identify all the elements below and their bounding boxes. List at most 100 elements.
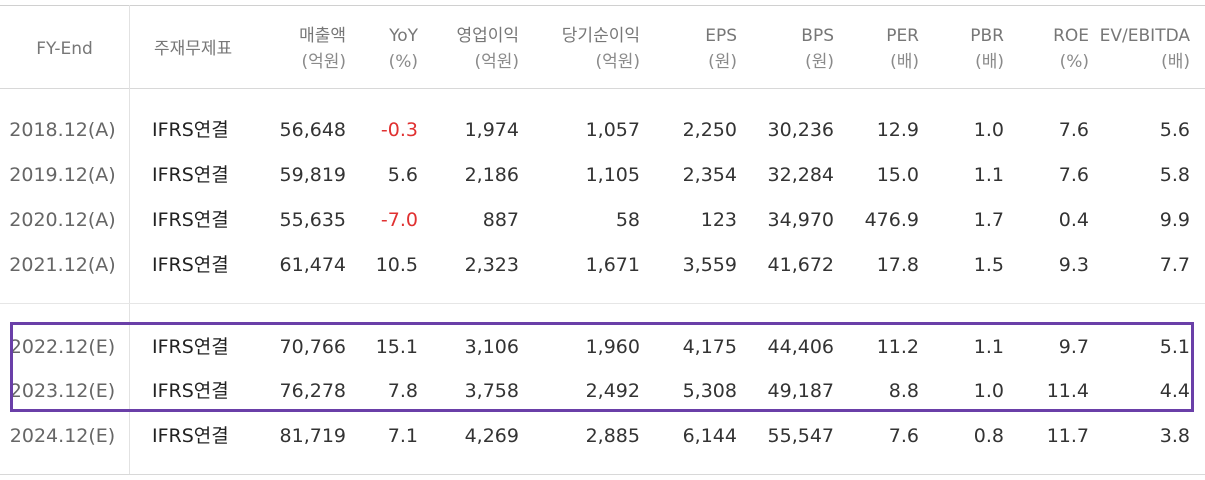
cell-roe: 9.7 xyxy=(1058,336,1089,358)
cell-pbr: 1.0 xyxy=(973,380,1004,402)
header-unit: (원) xyxy=(708,52,737,72)
cell-net-income: 2,885 xyxy=(585,425,640,447)
cell-per: 11.2 xyxy=(876,336,919,358)
cell-eps: 2,354 xyxy=(682,164,737,186)
cell-bps: 32,284 xyxy=(767,164,834,186)
cell-per: 476.9 xyxy=(864,209,919,231)
cell-statement: IFRS연결 xyxy=(152,119,229,141)
cell-pbr: 1.5 xyxy=(973,254,1004,276)
cell-pbr: 1.7 xyxy=(973,209,1004,231)
cell-eps: 6,144 xyxy=(682,425,737,447)
cell-yoy: -0.3 xyxy=(380,119,418,141)
cell-ev-ebitda: 5.8 xyxy=(1159,164,1190,186)
cell-per: 15.0 xyxy=(876,164,919,186)
header-fy-end: FY-End xyxy=(0,36,129,62)
cell-roe: 7.6 xyxy=(1058,164,1089,186)
cell-statement: IFRS연결 xyxy=(152,209,229,231)
cell-eps: 2,250 xyxy=(682,119,737,141)
cell-fy-end: 2023.12(E) xyxy=(9,380,116,402)
cell-per: 8.8 xyxy=(888,380,919,402)
cell-statement: IFRS연결 xyxy=(152,254,229,276)
header-unit: (배) xyxy=(1161,52,1190,72)
cell-ev-ebitda: 5.6 xyxy=(1159,119,1190,141)
cell-sales: 76,278 xyxy=(279,380,346,402)
cell-fy-end: 2018.12(A) xyxy=(9,119,116,141)
cell-yoy: 7.1 xyxy=(387,425,418,447)
table-row: 2022.12(E) IFRS연결 70,766 15.1 3,106 1,96… xyxy=(0,327,1205,367)
cell-roe: 11.4 xyxy=(1046,380,1089,402)
cell-bps: 34,970 xyxy=(767,209,834,231)
header-label: BPS xyxy=(801,26,834,46)
header-divider xyxy=(0,88,1205,89)
section-divider xyxy=(0,303,1205,304)
cell-fy-end: 2020.12(A) xyxy=(9,209,116,231)
header-unit: (원) xyxy=(805,52,834,72)
cell-bps: 41,672 xyxy=(767,254,834,276)
table-row: 2021.12(A) IFRS연결 61,474 10.5 2,323 1,67… xyxy=(0,245,1205,285)
header-unit: (억원) xyxy=(301,52,346,72)
cell-fy-end: 2024.12(E) xyxy=(9,425,116,447)
header-label: FY-End xyxy=(36,39,93,59)
cell-per: 17.8 xyxy=(876,254,919,276)
column-divider xyxy=(129,5,130,475)
cell-roe: 0.4 xyxy=(1058,209,1089,231)
header-bps: BPS (원) xyxy=(737,23,834,75)
table-top-border xyxy=(0,5,1205,6)
header-unit: (배) xyxy=(890,52,919,72)
table-row: 2018.12(A) IFRS연결 56,648 -0.3 1,974 1,05… xyxy=(0,110,1205,150)
cell-roe: 9.3 xyxy=(1058,254,1089,276)
highlight-box xyxy=(10,322,1194,412)
header-roe: ROE (%) xyxy=(1004,23,1089,75)
header-net-income: 당기순이익 (억원) xyxy=(520,23,640,75)
cell-net-income: 1,057 xyxy=(585,119,640,141)
cell-pbr: 1.1 xyxy=(973,336,1004,358)
cell-yoy: 10.5 xyxy=(375,254,418,276)
cell-yoy: -7.0 xyxy=(380,209,418,231)
cell-operating-profit: 2,186 xyxy=(464,164,519,186)
cell-roe: 11.7 xyxy=(1046,425,1089,447)
header-label: EPS xyxy=(705,26,737,46)
cell-eps: 4,175 xyxy=(682,336,737,358)
header-unit: (억원) xyxy=(474,52,519,72)
cell-statement: IFRS연결 xyxy=(152,336,229,358)
cell-operating-profit: 2,323 xyxy=(464,254,519,276)
header-label: EV/EBITDA xyxy=(1099,26,1190,46)
cell-bps: 44,406 xyxy=(767,336,834,358)
cell-yoy: 5.6 xyxy=(387,164,418,186)
cell-ev-ebitda: 4.4 xyxy=(1159,380,1190,402)
cell-sales: 55,635 xyxy=(279,209,346,231)
header-label: 당기순이익 xyxy=(561,26,640,46)
cell-sales: 56,648 xyxy=(279,119,346,141)
table-row: 2024.12(E) IFRS연결 81,719 7.1 4,269 2,885… xyxy=(0,416,1205,456)
header-unit: (억원) xyxy=(595,52,640,72)
header-per: PER (배) xyxy=(834,23,919,75)
cell-yoy: 15.1 xyxy=(375,336,418,358)
header-label: YoY xyxy=(389,26,418,46)
cell-statement: IFRS연결 xyxy=(152,425,229,447)
cell-ev-ebitda: 5.1 xyxy=(1159,336,1190,358)
cell-per: 7.6 xyxy=(888,425,919,447)
cell-operating-profit: 1,974 xyxy=(464,119,519,141)
cell-net-income: 1,671 xyxy=(585,254,640,276)
cell-ev-ebitda: 9.9 xyxy=(1159,209,1190,231)
table-row: 2020.12(A) IFRS연결 55,635 -7.0 887 58 123… xyxy=(0,200,1205,240)
header-statement: 주재무제표 xyxy=(154,36,274,62)
cell-sales: 81,719 xyxy=(279,425,346,447)
cell-net-income: 2,492 xyxy=(585,380,640,402)
header-ev-ebitda: EV/EBITDA (배) xyxy=(1089,23,1190,75)
header-sales: 매출액 (억원) xyxy=(246,23,346,75)
cell-ev-ebitda: 3.8 xyxy=(1159,425,1190,447)
cell-operating-profit: 4,269 xyxy=(464,425,519,447)
cell-pbr: 0.8 xyxy=(973,425,1004,447)
cell-operating-profit: 3,758 xyxy=(464,380,519,402)
header-unit: (%) xyxy=(388,52,418,72)
header-label: 매출액 xyxy=(299,26,346,46)
cell-sales: 59,819 xyxy=(279,164,346,186)
cell-sales: 61,474 xyxy=(279,254,346,276)
header-label: 주재무제표 xyxy=(154,39,233,59)
cell-net-income: 1,960 xyxy=(585,336,640,358)
header-operating-profit: 영업이익 (억원) xyxy=(418,23,519,75)
cell-pbr: 1.1 xyxy=(973,164,1004,186)
header-label: ROE xyxy=(1053,26,1089,46)
cell-bps: 55,547 xyxy=(767,425,834,447)
